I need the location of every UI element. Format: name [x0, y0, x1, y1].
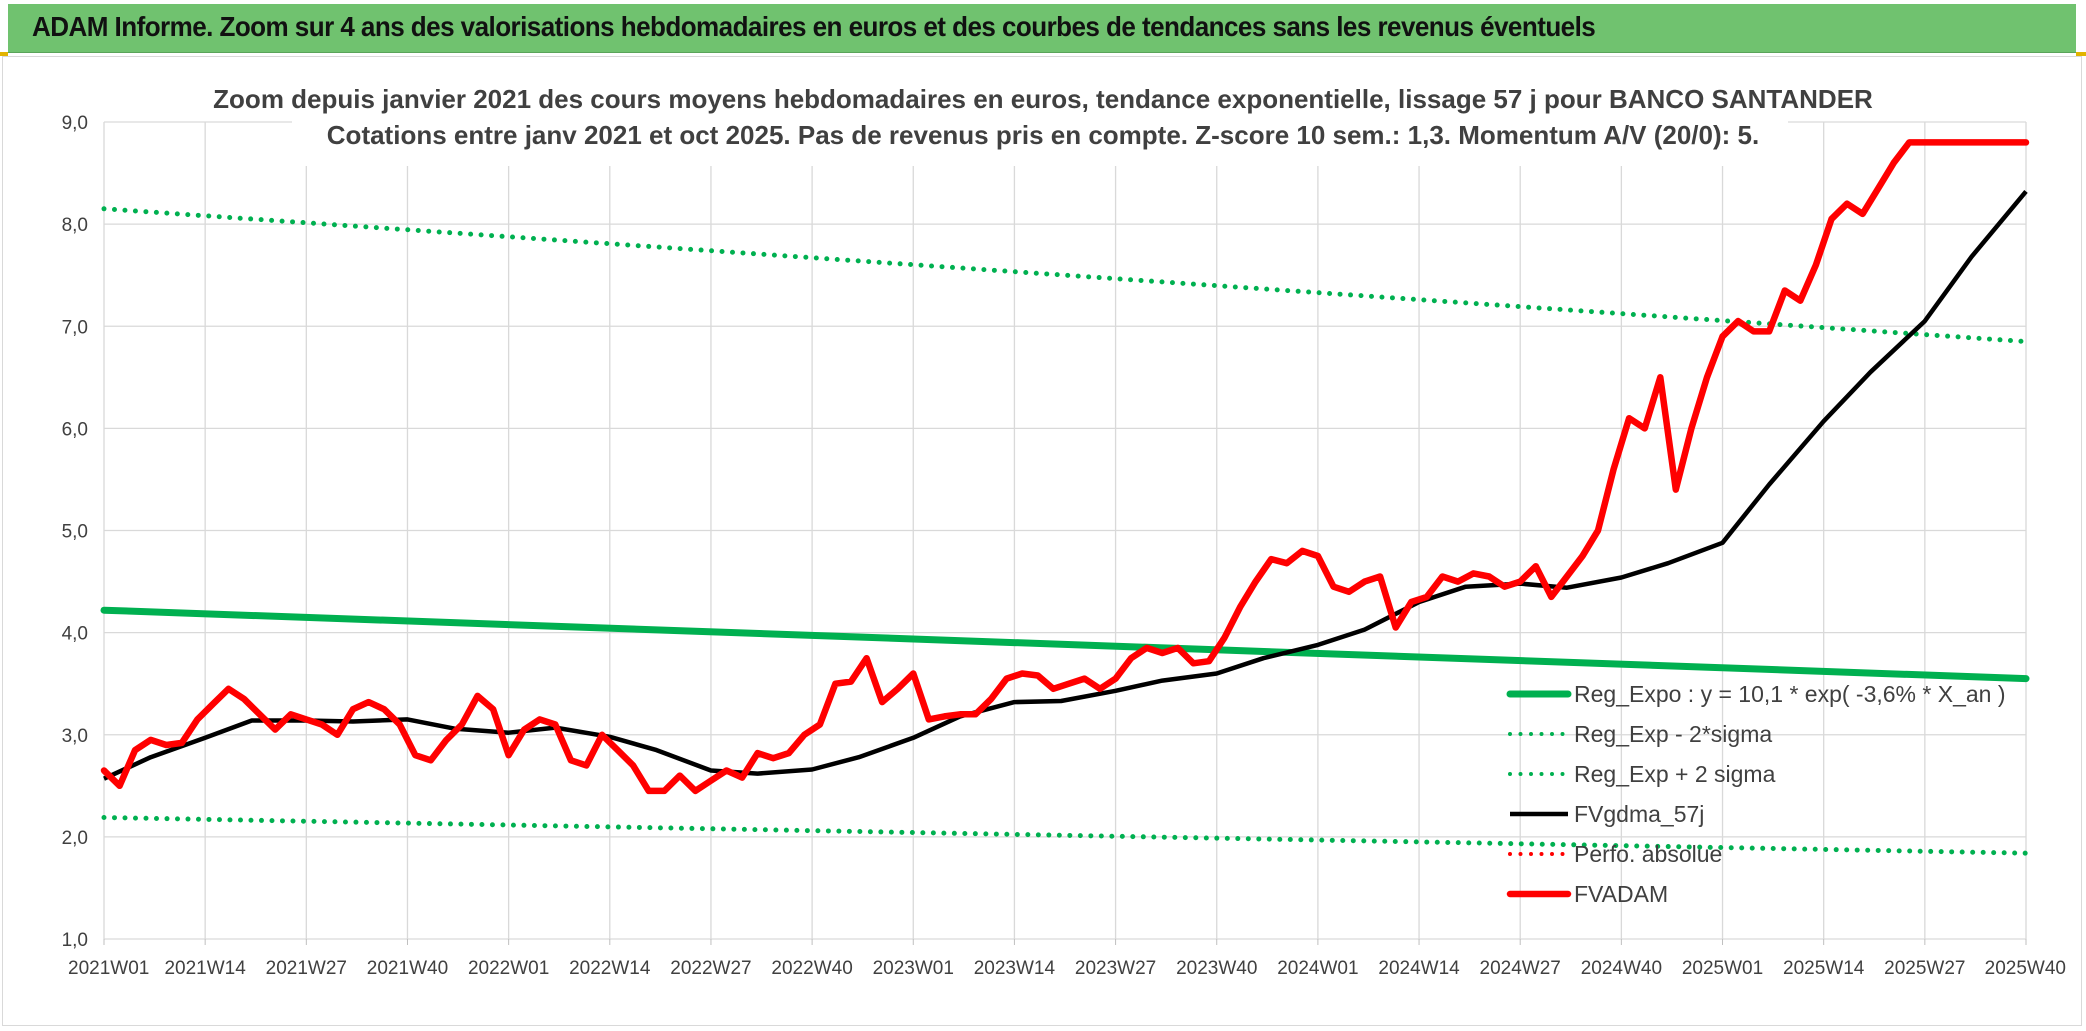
x-tick-label: 2025W27 [1884, 958, 1965, 979]
legend-label: Reg_Exp - 2*sigma [1574, 721, 1772, 747]
y-tick-label: 2,0 [62, 828, 88, 849]
accent-strip-left [0, 52, 8, 56]
x-tick-label: 2024W14 [1378, 958, 1460, 979]
x-tick-label: 2024W01 [1277, 958, 1358, 979]
y-tick-label: 9,0 [62, 113, 88, 134]
x-tick-label: 2022W01 [468, 958, 549, 979]
x-tick-label: 2021W01 [68, 958, 149, 979]
x-tick-label: 2025W40 [1985, 958, 2066, 979]
x-tick-label: 2023W27 [1075, 958, 1156, 979]
x-tick-label: 2025W14 [1783, 958, 1865, 979]
x-tick-label: 2021W14 [164, 958, 246, 979]
x-tick-label: 2024W40 [1581, 958, 1662, 979]
chart-subtitle-line: Zoom depuis janvier 2021 des cours moyen… [213, 84, 1873, 114]
subtitle-backdrop [292, 76, 1788, 166]
accent-strip-right [2076, 52, 2086, 56]
x-tick-label: 2021W40 [367, 958, 448, 979]
legend-label: Reg_Expo : y = 10,1 * exp( -3,6% * X_an … [1574, 681, 2006, 707]
y-tick-label: 5,0 [62, 522, 88, 543]
x-tick-label: 2023W40 [1176, 958, 1257, 979]
x-tick-label: 2021W27 [266, 958, 347, 979]
chart-frame [2, 56, 2082, 1026]
legend-label: FVgdma_57j [1574, 801, 1704, 827]
legend-label: FVADAM [1574, 881, 1668, 907]
series-line-6 [100, 139, 2030, 795]
series-line-2 [101, 815, 2029, 856]
legend-label: Perfo. absolue [1574, 841, 1722, 867]
y-tick-label: 1,0 [62, 930, 88, 951]
series-line-1 [100, 606, 2030, 683]
y-tick-label: 3,0 [62, 726, 88, 747]
series-line-3 [101, 206, 2029, 345]
y-tick-label: 7,0 [62, 317, 88, 338]
y-tick-label: 6,0 [62, 419, 88, 440]
header-banner: ADAM Informe. Zoom sur 4 ans des valoris… [8, 4, 2076, 53]
x-tick-label: 2022W40 [771, 958, 852, 979]
x-tick-label: 2023W14 [974, 958, 1056, 979]
y-tick-label: 8,0 [62, 215, 88, 236]
x-tick-label: 2024W27 [1480, 958, 1561, 979]
x-tick-label: 2022W27 [670, 958, 751, 979]
series-line-4 [103, 189, 2028, 781]
chart-subtitle-line: Cotations entre janv 2021 et oct 2025. P… [327, 120, 1759, 150]
legend-label: Reg_Exp + 2 sigma [1574, 761, 1776, 787]
x-tick-label: 2023W01 [873, 958, 954, 979]
y-tick-label: 4,0 [62, 624, 88, 645]
page-title: ADAM Informe. Zoom sur 4 ans des valoris… [32, 11, 1596, 42]
x-tick-label: 2025W01 [1682, 958, 1763, 979]
x-tick-label: 2022W14 [569, 958, 651, 979]
